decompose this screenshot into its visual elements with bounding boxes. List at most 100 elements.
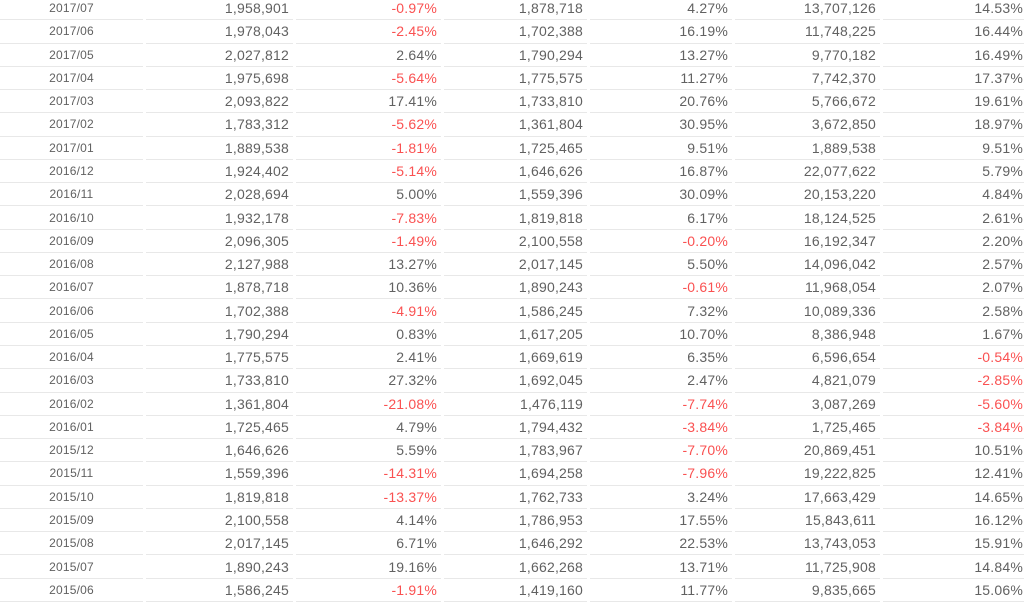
cell-month: 2016/03 <box>0 369 143 393</box>
table-row: 2017/07 1,958,901 -0.97% 1,878,718 4.27% 13,7… <box>0 0 1024 21</box>
cell-percent: 3.24% <box>590 486 732 509</box>
table-row: 2016/02 1,361,804 -21.08% 1,476,119 -7.74% 3,… <box>0 393 1024 416</box>
cell-value: 20,869,451 <box>735 439 880 463</box>
table-row: 2016/10 1,932,178 -7.83% 1,819,818 6.17% 18,1… <box>0 206 1024 230</box>
cell-month: 2015/12 <box>0 439 143 463</box>
cell-percent: 19.61% <box>883 90 1024 114</box>
cell-value: 15,843,611 <box>735 509 880 533</box>
cell-percent: 5.59% <box>296 439 441 463</box>
cell-percent: 14.53% <box>883 0 1024 21</box>
cell-value: 1,694,258 <box>444 462 587 486</box>
cell-value: 14,096,042 <box>735 253 880 277</box>
cell-value: 1,790,294 <box>146 323 293 346</box>
cell-value: 1,889,538 <box>146 137 293 160</box>
cell-value: 2,017,145 <box>146 532 293 556</box>
cell-value: 22,077,622 <box>735 160 880 184</box>
cell-value: 20,153,220 <box>735 183 880 207</box>
cell-month: 2017/01 <box>0 137 143 160</box>
cell-percent: 30.95% <box>590 113 732 137</box>
cell-percent: -4.91% <box>296 299 441 323</box>
cell-percent: 0.83% <box>296 323 441 346</box>
table-row: 2017/03 2,093,822 17.41% 1,733,810 20.76% 5,7… <box>0 90 1024 114</box>
cell-value: 10,089,336 <box>735 299 880 323</box>
cell-month: 2016/06 <box>0 299 143 323</box>
cell-month: 2015/08 <box>0 532 143 556</box>
cell-percent: 5.79% <box>883 160 1024 184</box>
cell-percent: 16.12% <box>883 509 1024 533</box>
table-row: 2016/11 2,028,694 5.00% 1,559,396 30.09% 20,1… <box>0 183 1024 207</box>
cell-percent: -7.70% <box>590 439 732 463</box>
cell-percent: 5.00% <box>296 183 441 207</box>
cell-value: 1,702,388 <box>444 20 587 44</box>
table-row: 2016/04 1,775,575 2.41% 1,669,619 6.35% 6,596… <box>0 346 1024 370</box>
cell-value: 1,889,538 <box>735 137 880 160</box>
table-row: 2015/12 1,646,626 5.59% 1,783,967 -7.70% 20,8… <box>0 439 1024 463</box>
cell-value: 1,559,396 <box>444 183 587 207</box>
cell-percent: -1.91% <box>296 579 441 602</box>
table-row: 2016/09 2,096,305 -1.49% 2,100,558 -0.20% 16,… <box>0 230 1024 253</box>
cell-percent: 2.64% <box>296 44 441 67</box>
cell-value: 1,878,718 <box>444 0 587 21</box>
cell-percent: -3.84% <box>590 416 732 440</box>
cell-value: 11,968,054 <box>735 276 880 300</box>
cell-value: 1,762,733 <box>444 486 587 509</box>
cell-percent: 14.84% <box>883 555 1024 579</box>
cell-percent: -2.45% <box>296 20 441 44</box>
cell-percent: -2.85% <box>883 369 1024 393</box>
cell-value: 1,878,718 <box>146 276 293 300</box>
cell-month: 2016/12 <box>0 160 143 184</box>
cell-value: 1,890,243 <box>444 276 587 300</box>
cell-value: 1,419,160 <box>444 579 587 602</box>
cell-value: 1,669,619 <box>444 346 587 370</box>
cell-value: 1,586,245 <box>146 579 293 602</box>
cell-percent: 2.61% <box>883 206 1024 230</box>
cell-month: 2017/04 <box>0 67 143 91</box>
cell-value: 1,733,810 <box>146 369 293 393</box>
cell-percent: 4.27% <box>590 0 732 21</box>
cell-value: 9,835,665 <box>735 579 880 602</box>
cell-value: 2,017,145 <box>444 253 587 277</box>
cell-value: 18,124,525 <box>735 206 880 230</box>
cell-percent: 4.79% <box>296 416 441 440</box>
cell-month: 2016/09 <box>0 230 143 253</box>
cell-month: 2015/07 <box>0 555 143 579</box>
cell-percent: 2.07% <box>883 276 1024 300</box>
cell-value: 2,100,558 <box>444 230 587 253</box>
cell-percent: 22.53% <box>590 532 732 556</box>
cell-percent: 27.32% <box>296 369 441 393</box>
cell-percent: 11.77% <box>590 579 732 602</box>
cell-value: 1,783,967 <box>444 439 587 463</box>
table-row: 2015/07 1,890,243 19.16% 1,662,268 13.71% 11,… <box>0 555 1024 579</box>
cell-value: 1,559,396 <box>146 462 293 486</box>
cell-value: 1,775,575 <box>146 346 293 370</box>
cell-percent: -7.96% <box>590 462 732 486</box>
cell-value: 1,932,178 <box>146 206 293 230</box>
cell-value: 1,978,043 <box>146 20 293 44</box>
cell-percent: 11.27% <box>590 67 732 91</box>
cell-value: 2,096,305 <box>146 230 293 253</box>
cell-percent: -5.60% <box>883 393 1024 416</box>
cell-percent: -7.83% <box>296 206 441 230</box>
cell-percent: 15.06% <box>883 579 1024 602</box>
cell-month: 2017/03 <box>0 90 143 114</box>
cell-percent: 9.51% <box>590 137 732 160</box>
cell-percent: 1.67% <box>883 323 1024 346</box>
cell-month: 2016/04 <box>0 346 143 370</box>
cell-percent: 30.09% <box>590 183 732 207</box>
cell-value: 4,821,079 <box>735 369 880 393</box>
cell-month: 2016/01 <box>0 416 143 440</box>
table-row: 2017/06 1,978,043 -2.45% 1,702,388 16.19% 11,… <box>0 20 1024 44</box>
table-row: 2015/09 2,100,558 4.14% 1,786,953 17.55% 15,8… <box>0 509 1024 533</box>
cell-percent: 6.71% <box>296 532 441 556</box>
cell-value: 1,646,626 <box>146 439 293 463</box>
cell-percent: 10.36% <box>296 276 441 300</box>
cell-month: 2016/05 <box>0 323 143 346</box>
cell-percent: -7.74% <box>590 393 732 416</box>
cell-value: 13,707,126 <box>735 0 880 21</box>
table-row: 2015/11 1,559,396 -14.31% 1,694,258 -7.96% 19… <box>0 462 1024 486</box>
cell-percent: -5.14% <box>296 160 441 184</box>
cell-percent: 16.19% <box>590 20 732 44</box>
cell-percent: 18.97% <box>883 113 1024 137</box>
cell-value: 19,222,825 <box>735 462 880 486</box>
cell-percent: 13.71% <box>590 555 732 579</box>
